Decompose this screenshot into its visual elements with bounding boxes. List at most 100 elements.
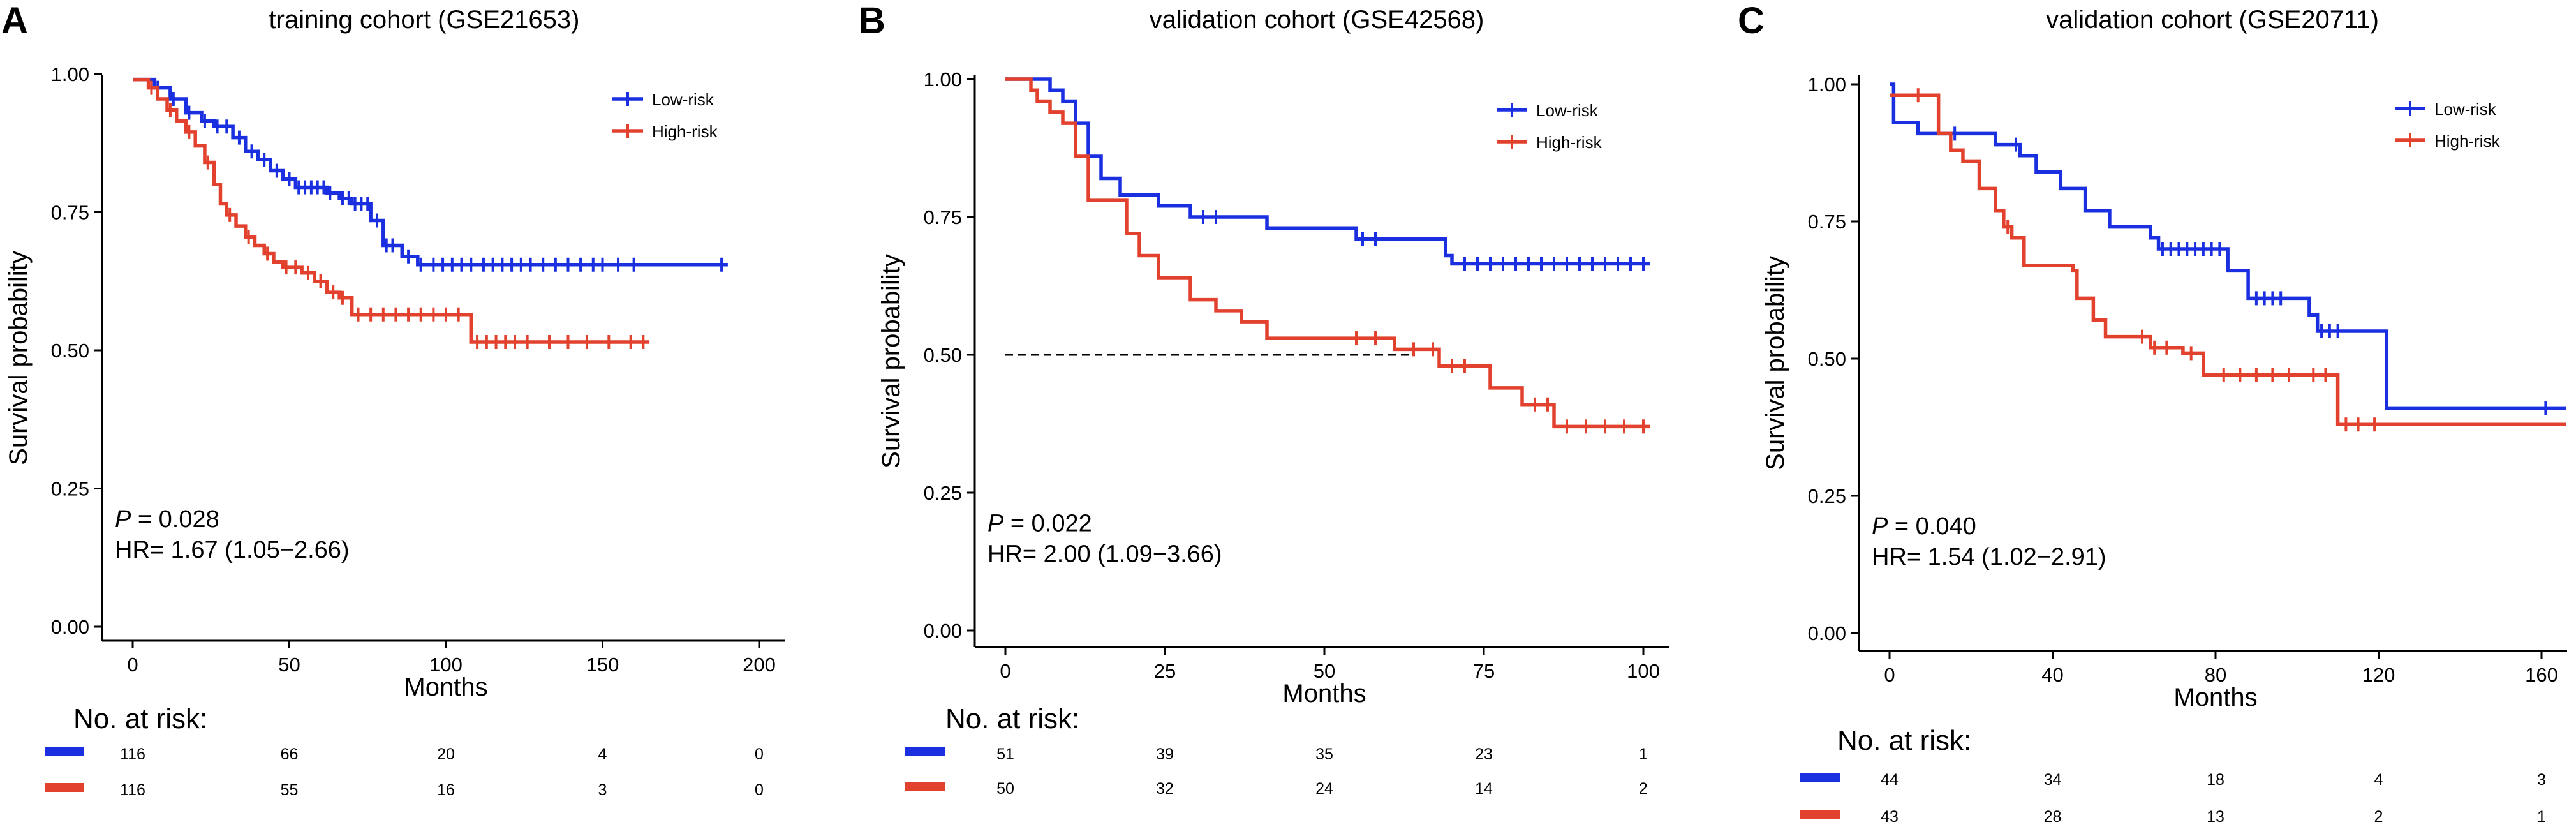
p-value-text: P = 0.022 xyxy=(988,510,1092,537)
y-axis-title: Survival probability xyxy=(877,254,905,468)
risk-row-swatch-high xyxy=(1800,810,1840,819)
x-tick-label: 100 xyxy=(1627,660,1660,682)
p-label: P xyxy=(988,510,1004,537)
legend-label-high: High-risk xyxy=(2434,131,2501,151)
x-tick-label: 75 xyxy=(1473,660,1495,682)
km-step-line xyxy=(133,77,728,267)
y-tick-label: 0.25 xyxy=(924,482,962,504)
risk-table-title: No. at risk: xyxy=(73,703,207,735)
y-tick-label: 0.50 xyxy=(51,340,89,362)
legend-label-low: Low-risk xyxy=(1536,101,1599,120)
y-axis-title: Survival probability xyxy=(1761,256,1789,470)
risk-count: 43 xyxy=(1881,808,1899,826)
risk-count: 1 xyxy=(1639,745,1648,763)
risk-count: 34 xyxy=(2044,771,2062,789)
x-tick-label: 0 xyxy=(1000,660,1010,682)
km-curve-high-risk xyxy=(133,77,650,350)
p-value: = 0.040 xyxy=(1888,513,1976,540)
km-step-line xyxy=(1005,77,1650,266)
hazard-ratio-text: HR= 1.54 (1.02−2.91) xyxy=(1872,544,2106,571)
risk-count: 24 xyxy=(1315,780,1333,798)
x-tick-label: 0 xyxy=(127,653,138,676)
risk-count: 3 xyxy=(598,781,607,799)
risk-count: 20 xyxy=(437,745,455,763)
risk-count: 16 xyxy=(437,781,455,799)
y-axis-title: Survival probability xyxy=(4,251,33,465)
x-tick-label: 200 xyxy=(743,653,776,676)
km-curve-low-risk xyxy=(133,77,728,272)
km-step-line xyxy=(133,77,650,344)
km-curve-high-risk xyxy=(1890,88,2566,432)
risk-count: 32 xyxy=(1156,780,1174,798)
x-tick-label: 80 xyxy=(2205,664,2226,686)
p-value-text: P = 0.028 xyxy=(115,506,219,533)
km-curve-low-risk xyxy=(1890,82,2566,415)
x-axis-title: Months xyxy=(1282,680,1366,708)
hazard-ratio-text: HR= 1.67 (1.05−2.66) xyxy=(115,537,350,564)
x-tick-label: 40 xyxy=(2041,664,2063,686)
y-tick-label: 0.00 xyxy=(924,620,962,642)
risk-count: 0 xyxy=(755,745,764,763)
risk-table-title: No. at risk: xyxy=(1837,725,1971,756)
risk-count: 1 xyxy=(2537,808,2546,826)
risk-row-swatch-low xyxy=(905,747,945,756)
legend-label-high: High-risk xyxy=(652,122,718,141)
risk-count: 55 xyxy=(281,781,299,799)
risk-count: 116 xyxy=(120,745,145,763)
x-tick-label: 50 xyxy=(1314,660,1335,682)
x-axis-title: Months xyxy=(404,673,487,701)
km-step-line xyxy=(1005,77,1650,429)
y-tick-label: 1.00 xyxy=(1808,73,1846,96)
y-tick-label: 1.00 xyxy=(924,68,962,91)
x-tick-label: 0 xyxy=(1884,664,1895,686)
y-tick-label: 0.50 xyxy=(924,344,962,366)
km-step-line xyxy=(1890,82,2566,410)
risk-count: 3 xyxy=(2537,771,2546,789)
panel-letter: C xyxy=(1738,0,1765,41)
p-value: = 0.028 xyxy=(131,506,219,533)
y-tick-label: 0.00 xyxy=(1808,622,1846,645)
risk-count: 116 xyxy=(120,781,145,799)
panel-letter: A xyxy=(1,0,28,41)
risk-count: 18 xyxy=(2207,771,2224,789)
risk-count: 13 xyxy=(2207,808,2224,826)
risk-count: 51 xyxy=(996,745,1014,763)
x-axis-title: Months xyxy=(2173,683,2257,712)
p-value-text: P = 0.040 xyxy=(1872,513,1976,540)
x-tick-label: 50 xyxy=(278,653,300,676)
x-tick-label: 120 xyxy=(2362,664,2395,686)
risk-row-swatch-low xyxy=(1800,773,1840,782)
risk-count: 28 xyxy=(2044,808,2062,826)
risk-row-swatch-low xyxy=(45,747,84,756)
p-value: = 0.022 xyxy=(1003,510,1092,537)
risk-count: 50 xyxy=(996,780,1014,798)
legend-label-low: Low-risk xyxy=(2434,100,2497,119)
y-tick-label: 0.75 xyxy=(51,202,89,224)
y-tick-label: 0.50 xyxy=(1808,348,1846,370)
p-label: P xyxy=(1872,513,1888,540)
risk-count: 4 xyxy=(2374,771,2383,789)
p-label: P xyxy=(115,506,131,533)
risk-count: 44 xyxy=(1881,771,1899,789)
y-tick-label: 0.00 xyxy=(51,616,89,638)
km-curve-high-risk xyxy=(1005,77,1650,434)
risk-count: 39 xyxy=(1156,745,1174,763)
risk-row-swatch-high xyxy=(45,783,84,792)
risk-count: 66 xyxy=(281,745,299,763)
x-tick-label: 150 xyxy=(586,653,619,676)
y-tick-label: 1.00 xyxy=(51,63,89,86)
hazard-ratio-text: HR= 2.00 (1.09−3.66) xyxy=(988,541,1222,567)
y-tick-label: 0.75 xyxy=(1808,211,1846,233)
legend-label-high: High-risk xyxy=(1536,133,1603,152)
legend-label-low: Low-risk xyxy=(652,90,714,109)
risk-count: 0 xyxy=(755,781,764,799)
y-tick-label: 0.25 xyxy=(1808,485,1846,507)
y-tick-label: 0.25 xyxy=(51,478,89,500)
y-tick-label: 0.75 xyxy=(924,206,962,228)
risk-row-swatch-high xyxy=(905,782,945,791)
risk-count: 2 xyxy=(1639,780,1648,798)
